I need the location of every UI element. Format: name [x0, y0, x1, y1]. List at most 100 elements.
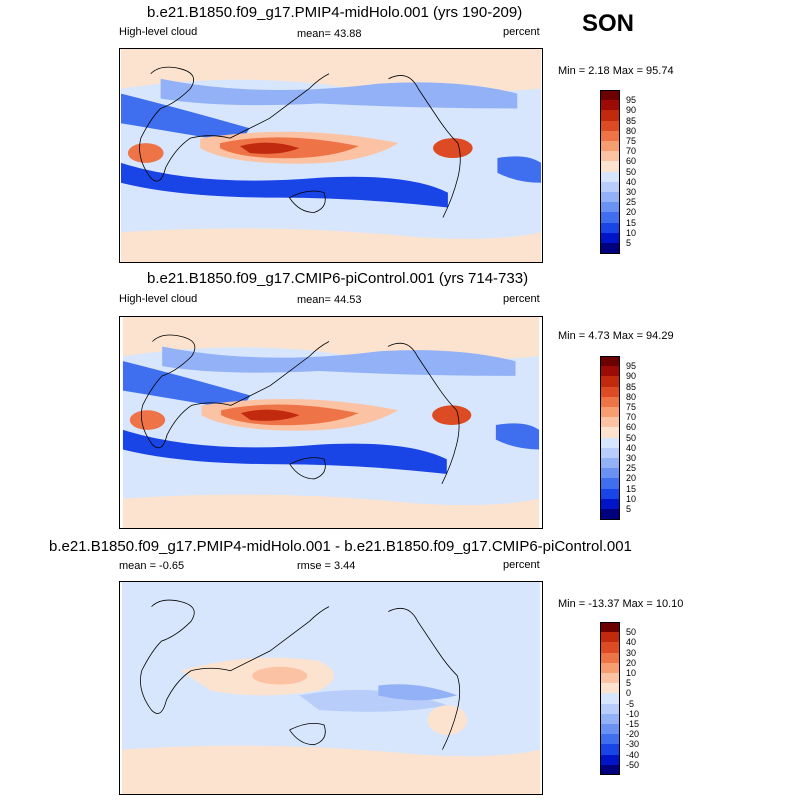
colorbar-tick-label: 5 — [626, 678, 632, 689]
field-north-mid-blue — [160, 78, 518, 109]
colorbar-tick-label: 15 — [626, 217, 637, 228]
colorbar-swatch — [600, 713, 620, 725]
colorbar-swatch — [600, 642, 620, 654]
colorbar-swatch — [600, 744, 620, 756]
colorbar-swatch — [600, 212, 620, 224]
field-antarctic-band — [122, 494, 540, 528]
colorbar-swatch — [600, 509, 620, 520]
colorbar-tick-label: 10 — [626, 493, 637, 504]
colorbar-tick-label: -15 — [626, 719, 640, 729]
colorbar-tick-label: 80 — [626, 125, 637, 136]
colorbar-swatch — [600, 243, 620, 254]
colorbar-swatch — [600, 764, 620, 776]
colorbar-swatch — [600, 120, 620, 132]
colorbar-tick-label: 50 — [626, 432, 637, 443]
field-south-atlantic-low — [497, 156, 542, 183]
colorbar-swatch — [600, 662, 620, 674]
colorbar-tick-label: 90 — [626, 371, 637, 382]
colorbar-swatch — [600, 417, 620, 428]
colorbar-swatch — [600, 724, 620, 735]
colorbar-swatch — [600, 366, 620, 377]
colorbar-swatch — [600, 478, 620, 490]
colorbar-swatch — [600, 130, 620, 142]
colorbar-tick-label: 50 — [626, 627, 637, 638]
colorbar-tick-label: 95 — [626, 361, 637, 372]
colorbar-swatch — [600, 386, 620, 398]
colorbar-tick-label: 80 — [626, 391, 637, 402]
colorbar-swatch — [600, 171, 620, 183]
panel-1-units: percent — [503, 26, 540, 38]
panel-1-map — [119, 48, 543, 263]
colorbar-tick-label: 30 — [626, 647, 637, 658]
field-sh-subtropics-low — [122, 429, 447, 475]
season-label: SON — [582, 10, 635, 37]
field-coastline-eurasia-africa — [140, 599, 330, 714]
field-northern-band — [120, 49, 542, 93]
panel-3-mean: mean = -0.65 — [119, 560, 185, 572]
field-warm-pool-core — [240, 409, 300, 421]
colorbar-tick-label: -40 — [626, 749, 640, 760]
field-south-america-positive — [427, 705, 468, 735]
colorbar-swatch — [600, 734, 620, 745]
colorbar-swatch — [600, 632, 620, 643]
panel-3-units: percent — [503, 559, 540, 571]
colorbar-tick-label: 60 — [626, 422, 637, 433]
field-south-atlantic-low — [495, 423, 540, 450]
panel-2-mean: mean= 44.53 — [297, 294, 362, 306]
colorbar-tick-label: 85 — [626, 381, 637, 392]
colorbar-swatch — [600, 192, 620, 203]
colorbar-tick-label: 30 — [626, 453, 637, 463]
colorbar-tick-label: -20 — [626, 729, 640, 740]
colorbar-swatch — [600, 90, 620, 101]
field-amazon-high — [433, 138, 473, 158]
colorbar-swatch — [600, 396, 620, 408]
colorbar-swatch — [600, 468, 620, 479]
colorbar-tick-label: -30 — [626, 739, 640, 750]
colorbar-tick-label: 95 — [626, 95, 637, 106]
panel-2-title: b.e21.B1850.f09_g17.CMIP6-piControl.001 … — [147, 270, 529, 287]
panel-2-map — [119, 316, 543, 529]
colorbar-tick-label: 10 — [626, 668, 637, 678]
field-amazon-high — [432, 405, 472, 425]
field-coastline-americas — [387, 342, 460, 485]
panel-2-field — [122, 317, 540, 528]
colorbar-swatch — [600, 110, 620, 122]
colorbar-swatch — [600, 181, 620, 193]
colorbar-swatch — [600, 703, 620, 715]
field-northern-band — [122, 317, 540, 361]
colorbar-swatch — [600, 683, 620, 694]
field-coastline-americas — [388, 75, 461, 218]
panel-3-rmse: rmse = 3.44 — [297, 560, 356, 572]
field-coastline-australia — [289, 722, 326, 746]
colorbar-swatch — [600, 622, 620, 633]
field-sahara-low — [120, 93, 250, 144]
field-north-mid-blue — [162, 346, 516, 376]
colorbar-swatch — [600, 754, 620, 766]
colorbar-tick-label: 0 — [626, 688, 632, 699]
colorbar-tick-label: 70 — [626, 146, 637, 157]
colorbar-swatch — [600, 488, 620, 500]
colorbar-tick-label: 60 — [626, 156, 637, 167]
colorbar-swatch — [600, 222, 620, 234]
colorbar-tick-label: 20 — [626, 657, 637, 668]
colorbar-swatch — [600, 427, 620, 439]
colorbar-tick-label: 85 — [626, 115, 637, 126]
colorbar-tick-label: 20 — [626, 473, 637, 484]
field-sh-subtropics-low — [120, 162, 448, 208]
field-coastline-americas — [388, 607, 461, 750]
field-maritime-positive — [252, 666, 308, 685]
panel-1-mean: mean= 43.88 — [297, 28, 362, 40]
colorbar-swatch — [600, 100, 620, 111]
panel-3-title: b.e21.B1850.f09_g17.PMIP4-midHolo.001 - … — [49, 538, 632, 555]
field-pacific-negative-core — [378, 684, 458, 701]
colorbar-tick-label: -50 — [626, 759, 640, 770]
colorbar-swatch — [600, 652, 620, 664]
colorbar-tick-label: 5 — [626, 504, 632, 514]
colorbar-swatch — [600, 232, 620, 244]
colorbar-tick-label: 25 — [626, 197, 637, 208]
field-antarctic-band — [120, 228, 542, 262]
panel-1-title: b.e21.B1850.f09_g17.PMIP4-midHolo.001 (y… — [147, 4, 523, 21]
panel-1-minmax: Min = 2.18 Max = 95.74 — [558, 65, 674, 77]
field-warm-pool-core — [239, 142, 300, 154]
colorbar-tick-label: 40 — [626, 176, 637, 187]
